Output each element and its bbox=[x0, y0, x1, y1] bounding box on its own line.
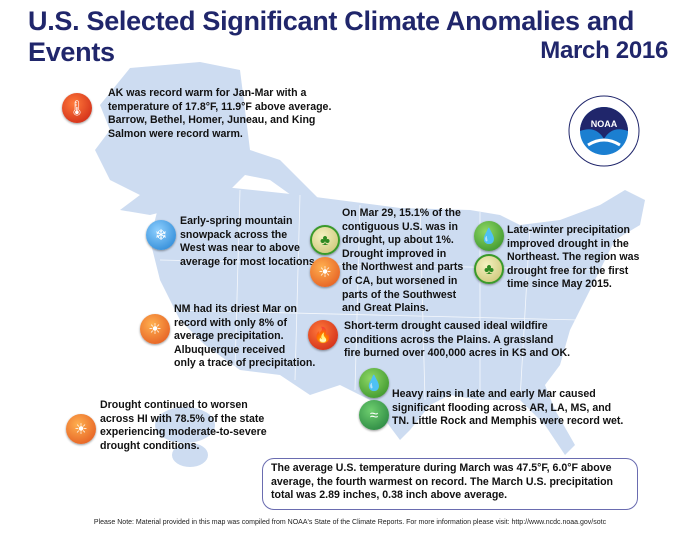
event-line: drought, up about 1%. bbox=[342, 234, 454, 247]
event-line: Albuquerque received bbox=[174, 343, 286, 356]
event-line: parts of the Southwest bbox=[342, 288, 457, 301]
noaa-logo: NOAA bbox=[568, 95, 640, 167]
drought-improved-icon: ♣ bbox=[310, 225, 340, 255]
event-line: snowpack across the bbox=[180, 228, 288, 241]
event-line: Early-spring mountain bbox=[180, 215, 293, 227]
event-alaska: AK was record warm for Jan-Mar with a tem… bbox=[108, 87, 331, 141]
footnote: Please Note: Material provided in this m… bbox=[93, 519, 607, 526]
event-line: and Great Plains. bbox=[342, 302, 429, 315]
flood-icon: ≈ bbox=[359, 400, 389, 430]
event-line: the Northwest and parts bbox=[342, 261, 464, 274]
summary-box: The average U.S. temperature during Marc… bbox=[262, 458, 638, 510]
event-wildfire: Short-term drought caused ideal wildfire… bbox=[344, 320, 570, 361]
precipitation-icon: 💧 bbox=[359, 368, 389, 398]
event-line: Drought improved in bbox=[342, 247, 447, 260]
event-line: drought conditions. bbox=[100, 439, 200, 452]
event-line: AK was record warm for Jan-Mar with a bbox=[108, 87, 307, 99]
event-line: On Mar 29, 15.1% of the bbox=[342, 207, 461, 219]
event-line: time since May 2015. bbox=[507, 278, 612, 291]
contiguous-us-shape bbox=[150, 185, 645, 455]
dry-icon: ☀ bbox=[140, 314, 170, 344]
event-hawaii: Drought continued to worsen across HI wit… bbox=[100, 399, 267, 453]
hawaii-shape bbox=[155, 407, 215, 443]
event-line: Salmon were record warm. bbox=[108, 127, 243, 140]
event-line: record with only 8% of bbox=[174, 316, 288, 329]
event-flooding: Heavy rains in late and early Mar caused… bbox=[392, 388, 623, 429]
event-line: improved drought in the bbox=[507, 237, 629, 250]
event-line: drought free for the first bbox=[507, 264, 629, 277]
event-line: West was near to above bbox=[180, 242, 300, 255]
event-line: Short-term drought caused ideal wildfire bbox=[344, 320, 548, 332]
event-line: Barrow, Bethel, Homer, Juneau, and King bbox=[108, 114, 316, 127]
event-line: average for most locations. bbox=[180, 255, 318, 268]
event-line: average precipitation. bbox=[174, 330, 284, 343]
event-line: Drought continued to worsen bbox=[100, 399, 248, 411]
event-line: Heavy rains in late and early Mar caused bbox=[392, 388, 596, 400]
event-line: conditions across the Plains. A grasslan… bbox=[344, 333, 554, 346]
event-drought-us: On Mar 29, 15.1% of the contiguous U.S. w… bbox=[342, 207, 463, 316]
event-line: of CA, but worsened in bbox=[342, 274, 458, 287]
wildfire-icon: 🔥 bbox=[308, 320, 338, 350]
svg-text:NOAA: NOAA bbox=[591, 119, 618, 129]
drought-worsened-icon: ☀ bbox=[310, 257, 340, 287]
snow-icon: ❄ bbox=[146, 220, 176, 250]
event-line: contiguous U.S. was in bbox=[342, 220, 458, 233]
drought-worsened-icon: ☀ bbox=[66, 414, 96, 444]
event-new-mexico: NM had its driest Mar on record with only… bbox=[174, 303, 315, 371]
precipitation-icon: 💧 bbox=[474, 221, 504, 251]
event-line: experiencing moderate-to-severe bbox=[100, 426, 267, 439]
event-line: fire burned over 400,000 acres in KS and… bbox=[344, 347, 571, 360]
event-line: only a trace of precipitation. bbox=[174, 357, 316, 370]
event-line: across HI with 78.5% of the state bbox=[100, 412, 265, 425]
alaska-shape bbox=[95, 62, 320, 215]
event-line: temperature of 17.8°F, 11.9°F above aver… bbox=[108, 100, 332, 113]
hawaii-island-shape bbox=[172, 443, 208, 467]
page-subtitle: March 2016 bbox=[540, 37, 668, 64]
state-borders bbox=[159, 189, 601, 401]
event-snowpack: Early-spring mountain snowpack across the… bbox=[180, 215, 318, 269]
event-line: Late-winter precipitation bbox=[507, 224, 631, 236]
thermometer-warm-icon: 🌡 bbox=[62, 93, 92, 123]
event-line: NM had its driest Mar on bbox=[174, 303, 298, 315]
drought-improved-icon: ♣ bbox=[474, 254, 504, 284]
event-line: significant flooding across AR, LA, MS, … bbox=[392, 401, 612, 414]
page-title: U.S. Selected Significant Climate Anomal… bbox=[28, 6, 635, 67]
event-northeast: Late-winter precipitation improved drough… bbox=[507, 224, 639, 292]
event-line: TN. Little Rock and Memphis were record … bbox=[392, 415, 624, 428]
event-line: Northeast. The region was bbox=[507, 251, 640, 264]
